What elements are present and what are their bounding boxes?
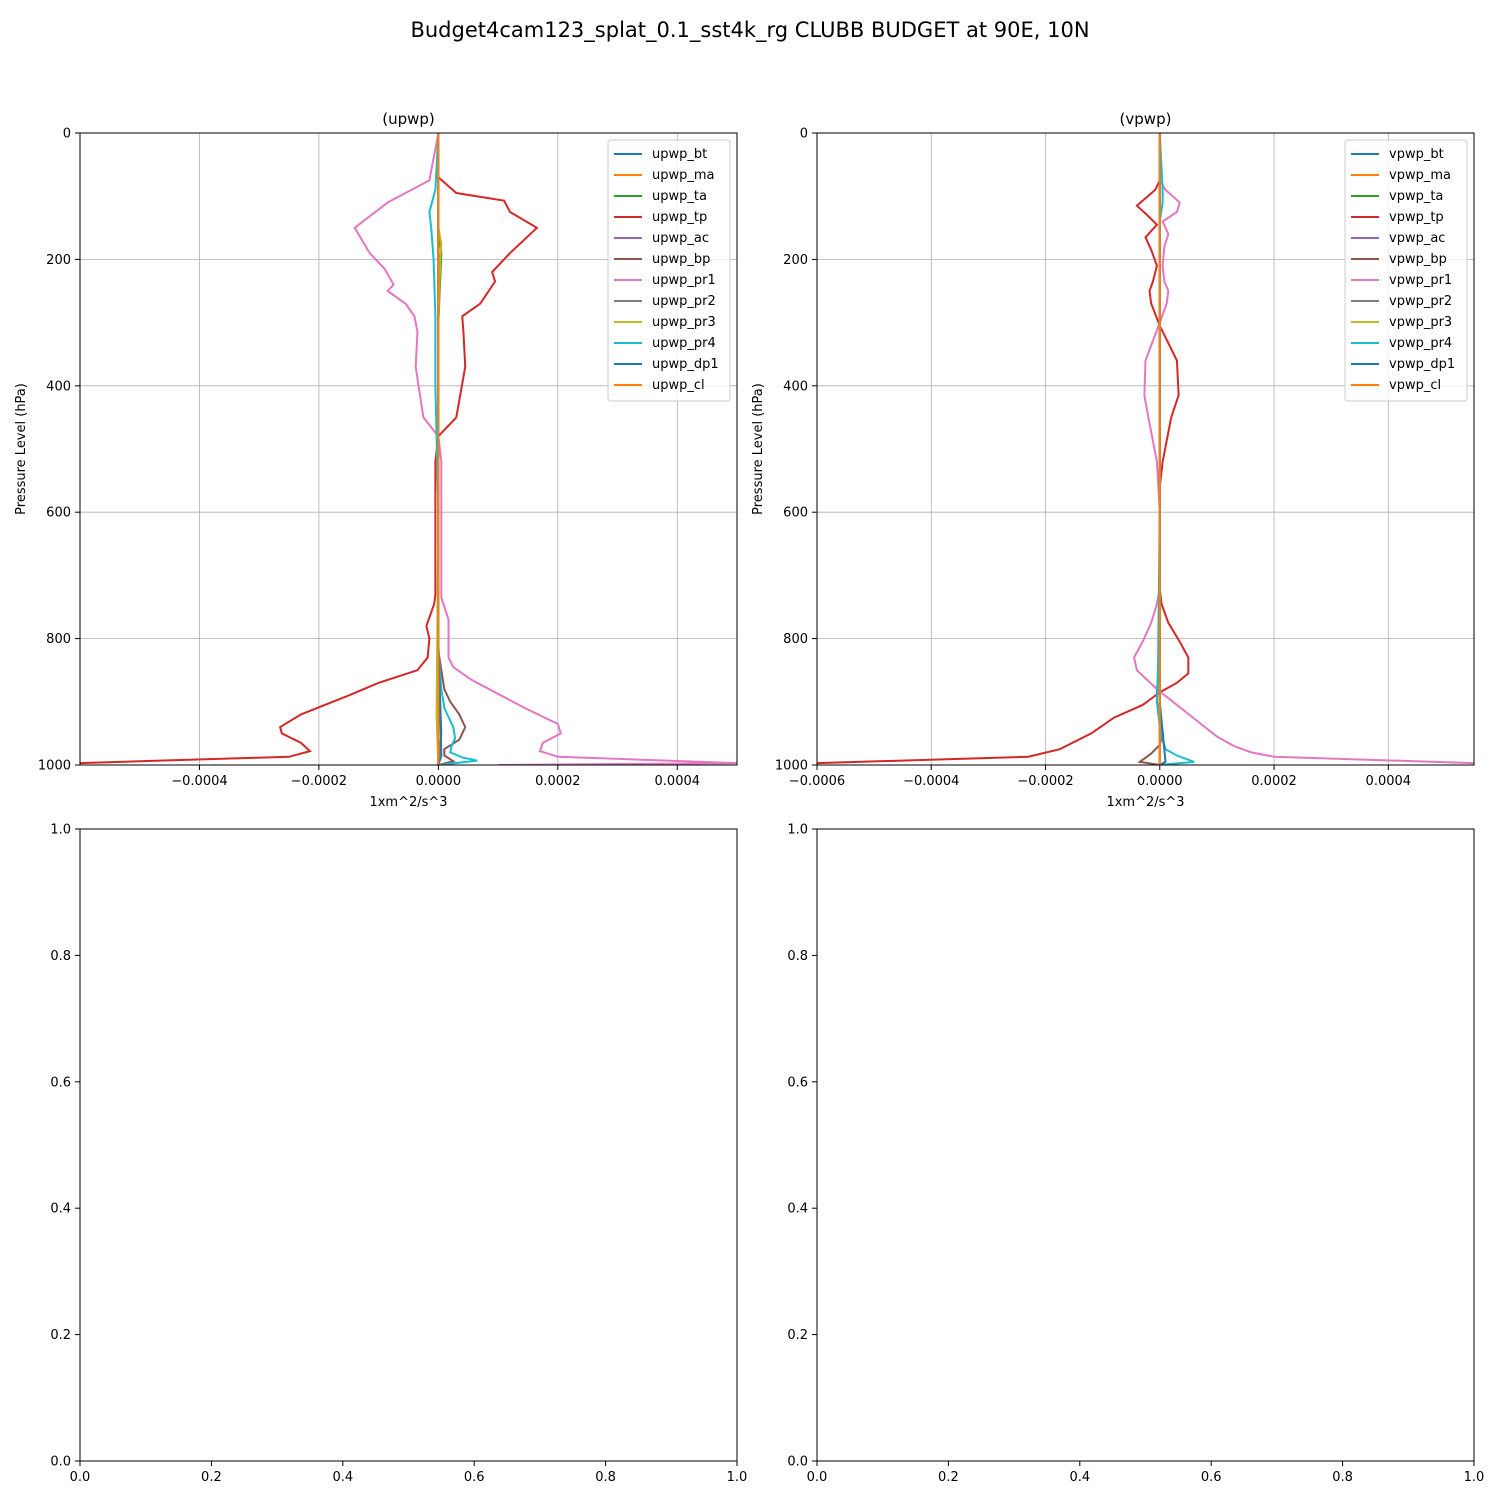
y-tick-label: 200 [46, 253, 71, 268]
y-tick-label: 0.4 [787, 1202, 808, 1217]
legend-label-vpwp_dp1: vpwp_dp1 [1389, 357, 1455, 372]
legend: upwp_bt upwp_ma upwp_ta upwp_tp upwp_ac upwp_… [607, 139, 731, 402]
x-tick-label: −0.0006 [789, 774, 845, 789]
legend-label-vpwp_ma: vpwp_ma [1389, 168, 1451, 183]
x-tick-label: 1.0 [727, 1470, 748, 1485]
x-tick-label: 0.6 [464, 1470, 485, 1485]
legend-label-upwp_ta: upwp_ta [652, 189, 707, 204]
x-tick-label: 1.0 [1464, 1470, 1485, 1485]
legend-label-vpwp_tp: vpwp_tp [1389, 210, 1444, 225]
series-line-vpwp_pr1 [1133, 133, 1474, 765]
series-line-upwp_tp [80, 133, 539, 765]
axes-container: −0.0004 −0.0002 0.0000 0.0002 0.0004 0 200 400 6… [14, 110, 1484, 1485]
x-tick-label: 0.6 [1201, 1470, 1222, 1485]
legend-label-vpwp_bt: vpwp_bt [1389, 147, 1444, 162]
legend-label-upwp_pr4: upwp_pr4 [652, 336, 716, 351]
axes-frame [79, 132, 738, 766]
x-tick-label: 0.0000 [416, 774, 462, 789]
legend-label-vpwp_cl: vpwp_cl [1389, 378, 1441, 393]
y-tick-label: 1000 [38, 759, 71, 774]
legend-label-vpwp_ta: vpwp_ta [1389, 189, 1443, 204]
legend-label-upwp_tp: upwp_tp [652, 210, 707, 225]
y-tick-label: 0.0 [50, 1455, 71, 1470]
y-tick-label: 1000 [775, 759, 808, 774]
x-axis-label: 1xm^2/s^3 [369, 795, 447, 810]
y-tick-label: 400 [783, 379, 808, 394]
legend-label-vpwp_pr1: vpwp_pr1 [1389, 273, 1452, 288]
series-line-vpwp_tp [817, 133, 1190, 765]
y-tick-label: 0 [800, 127, 808, 142]
x-tick-label: 0.0000 [1137, 774, 1183, 789]
axes-frame [816, 132, 1475, 766]
series-line-upwp_pr1 [353, 133, 737, 765]
axes-panel-4: 0.0 0.2 0.4 0.6 0.8 1.0 0.0 0.2 0.4 0.6 0.8 1.0 [787, 823, 1484, 1486]
y-tick-label: 200 [783, 253, 808, 268]
x-tick-label: −0.0002 [1017, 774, 1073, 789]
legend-label-upwp_cl: upwp_cl [652, 378, 705, 393]
y-tick-label: 0.6 [787, 1075, 808, 1090]
legend-label-upwp_dp1: upwp_dp1 [652, 357, 719, 372]
legend-label-upwp_bt: upwp_bt [652, 147, 707, 162]
legend-label-upwp_ma: upwp_ma [652, 168, 715, 183]
axes-frame [79, 828, 738, 1462]
y-tick-label: 600 [783, 506, 808, 521]
legend-label-upwp_bp: upwp_bp [652, 252, 710, 267]
legend-label-vpwp_ac: vpwp_ac [1389, 231, 1445, 246]
series-line-vpwp_pr4 [1155, 133, 1195, 765]
legend-label-vpwp_pr3: vpwp_pr3 [1389, 315, 1452, 330]
y-tick-label: 0.8 [787, 949, 808, 964]
y-axis-label: Pressure Level (hPa) [14, 383, 29, 515]
x-tick-label: −0.0004 [171, 774, 227, 789]
x-tick-label: 0.8 [1332, 1470, 1353, 1485]
legend-label-vpwp_bp: vpwp_bp [1389, 252, 1447, 267]
legend-label-upwp_ac: upwp_ac [652, 231, 709, 246]
y-tick-label: 0.2 [787, 1328, 808, 1343]
y-tick-label: 600 [46, 506, 71, 521]
y-axis-label: Pressure Level (hPa) [751, 383, 766, 515]
y-tick-label: 400 [46, 379, 71, 394]
x-tick-label: −0.0004 [903, 774, 959, 789]
legend-box [1344, 139, 1468, 402]
legend-box [607, 139, 731, 402]
legend-label-vpwp_pr4: vpwp_pr4 [1389, 336, 1452, 351]
x-tick-label: 0.4 [332, 1470, 353, 1485]
axes-panel-3: 0.0 0.2 0.4 0.6 0.8 1.0 0.0 0.2 0.4 0.6 0.8 1.0 [50, 823, 747, 1486]
x-tick-label: 0.0004 [655, 774, 701, 789]
x-tick-label: 0.4 [1069, 1470, 1090, 1485]
x-tick-label: 0.0004 [1366, 774, 1412, 789]
axes-title: (upwp) [382, 110, 435, 128]
y-tick-label: 0.0 [787, 1455, 808, 1470]
x-tick-label: 0.2 [938, 1470, 959, 1485]
legend-label-vpwp_pr2: vpwp_pr2 [1389, 294, 1452, 309]
y-tick-label: 800 [46, 632, 71, 647]
legend-label-upwp_pr1: upwp_pr1 [652, 273, 716, 288]
y-tick-label: 1.0 [787, 823, 808, 838]
axes-panel-2: −0.0006 −0.0004 −0.0002 0.0000 0.0002 0.0004 0… [751, 110, 1475, 810]
legend-label-upwp_pr3: upwp_pr3 [652, 315, 716, 330]
x-tick-label: 0.8 [595, 1470, 616, 1485]
y-tick-label: 0 [63, 127, 71, 142]
axes-frame [816, 828, 1475, 1462]
legend-label-upwp_pr2: upwp_pr2 [652, 294, 716, 309]
axes-panel-1: −0.0004 −0.0002 0.0000 0.0002 0.0004 0 200 400 6… [14, 110, 738, 810]
x-tick-label: −0.0002 [291, 774, 347, 789]
x-tick-label: 0.0002 [1251, 774, 1297, 789]
y-tick-label: 1.0 [50, 823, 71, 838]
y-tick-label: 800 [783, 632, 808, 647]
y-tick-label: 0.2 [50, 1328, 71, 1343]
y-tick-label: 0.6 [50, 1075, 71, 1090]
legend: vpwp_bt vpwp_ma vpwp_ta vpwp_tp vpwp_ac vpwp_… [1344, 139, 1468, 402]
y-tick-label: 0.4 [50, 1202, 71, 1217]
x-tick-label: 0.0 [70, 1470, 91, 1485]
x-axis-label: 1xm^2/s^3 [1106, 795, 1184, 810]
axes-title: (vpwp) [1120, 110, 1172, 128]
x-tick-label: 0.0002 [535, 774, 581, 789]
figure-suptitle: Budget4cam123_splat_0.1_sst4k_rg CLUBB B… [410, 18, 1089, 43]
y-tick-label: 0.8 [50, 949, 71, 964]
x-tick-label: 0.2 [201, 1470, 222, 1485]
x-tick-label: 0.0 [807, 1470, 828, 1485]
